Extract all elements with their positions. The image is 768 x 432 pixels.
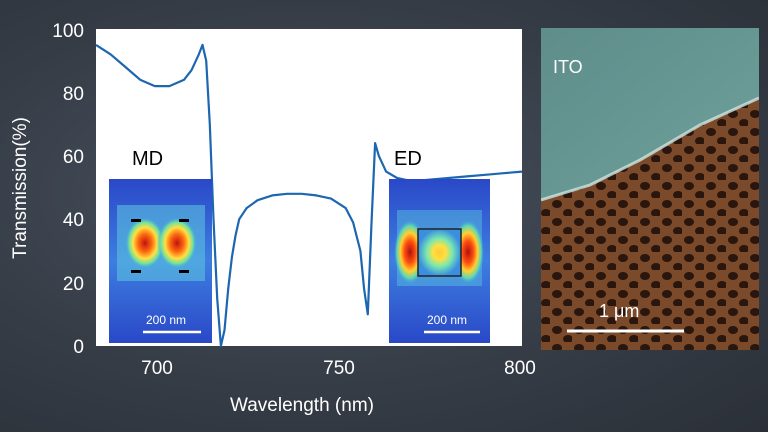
md-scale-label: 200 nm (146, 313, 186, 327)
y-axis-title: Transmission(%) (10, 117, 31, 259)
ed-scale-label: 200 nm (427, 313, 467, 327)
y-tick-label: 80 (63, 84, 84, 105)
sem-image: ITO 1 μm (541, 28, 759, 350)
x-tick-label: 700 (141, 358, 173, 379)
y-tick-label: 40 (63, 210, 84, 231)
y-axis: 0 20 40 60 80 100 Transmission(%) (10, 21, 84, 358)
y-tick-label: 0 (73, 337, 84, 358)
ed-inset: ED 200 nm (389, 148, 490, 343)
x-tick-label: 800 (504, 358, 536, 379)
ed-inset-label: ED (394, 148, 422, 170)
y-tick-label: 100 (52, 21, 84, 42)
y-tick-label: 60 (63, 147, 84, 168)
series-line-transmission (95, 43, 523, 348)
x-axis-title: Wavelength (nm) (230, 395, 374, 416)
y-tick-label: 20 (63, 274, 84, 295)
sem-ito-label: ITO (553, 57, 583, 77)
x-tick-label: 750 (323, 358, 355, 379)
x-axis: 700 750 800 Wavelength (nm) (141, 358, 536, 416)
md-inset: MD 200 nm (109, 148, 212, 343)
md-inset-label: MD (132, 148, 163, 170)
sem-scale-label: 1 μm (599, 301, 639, 321)
